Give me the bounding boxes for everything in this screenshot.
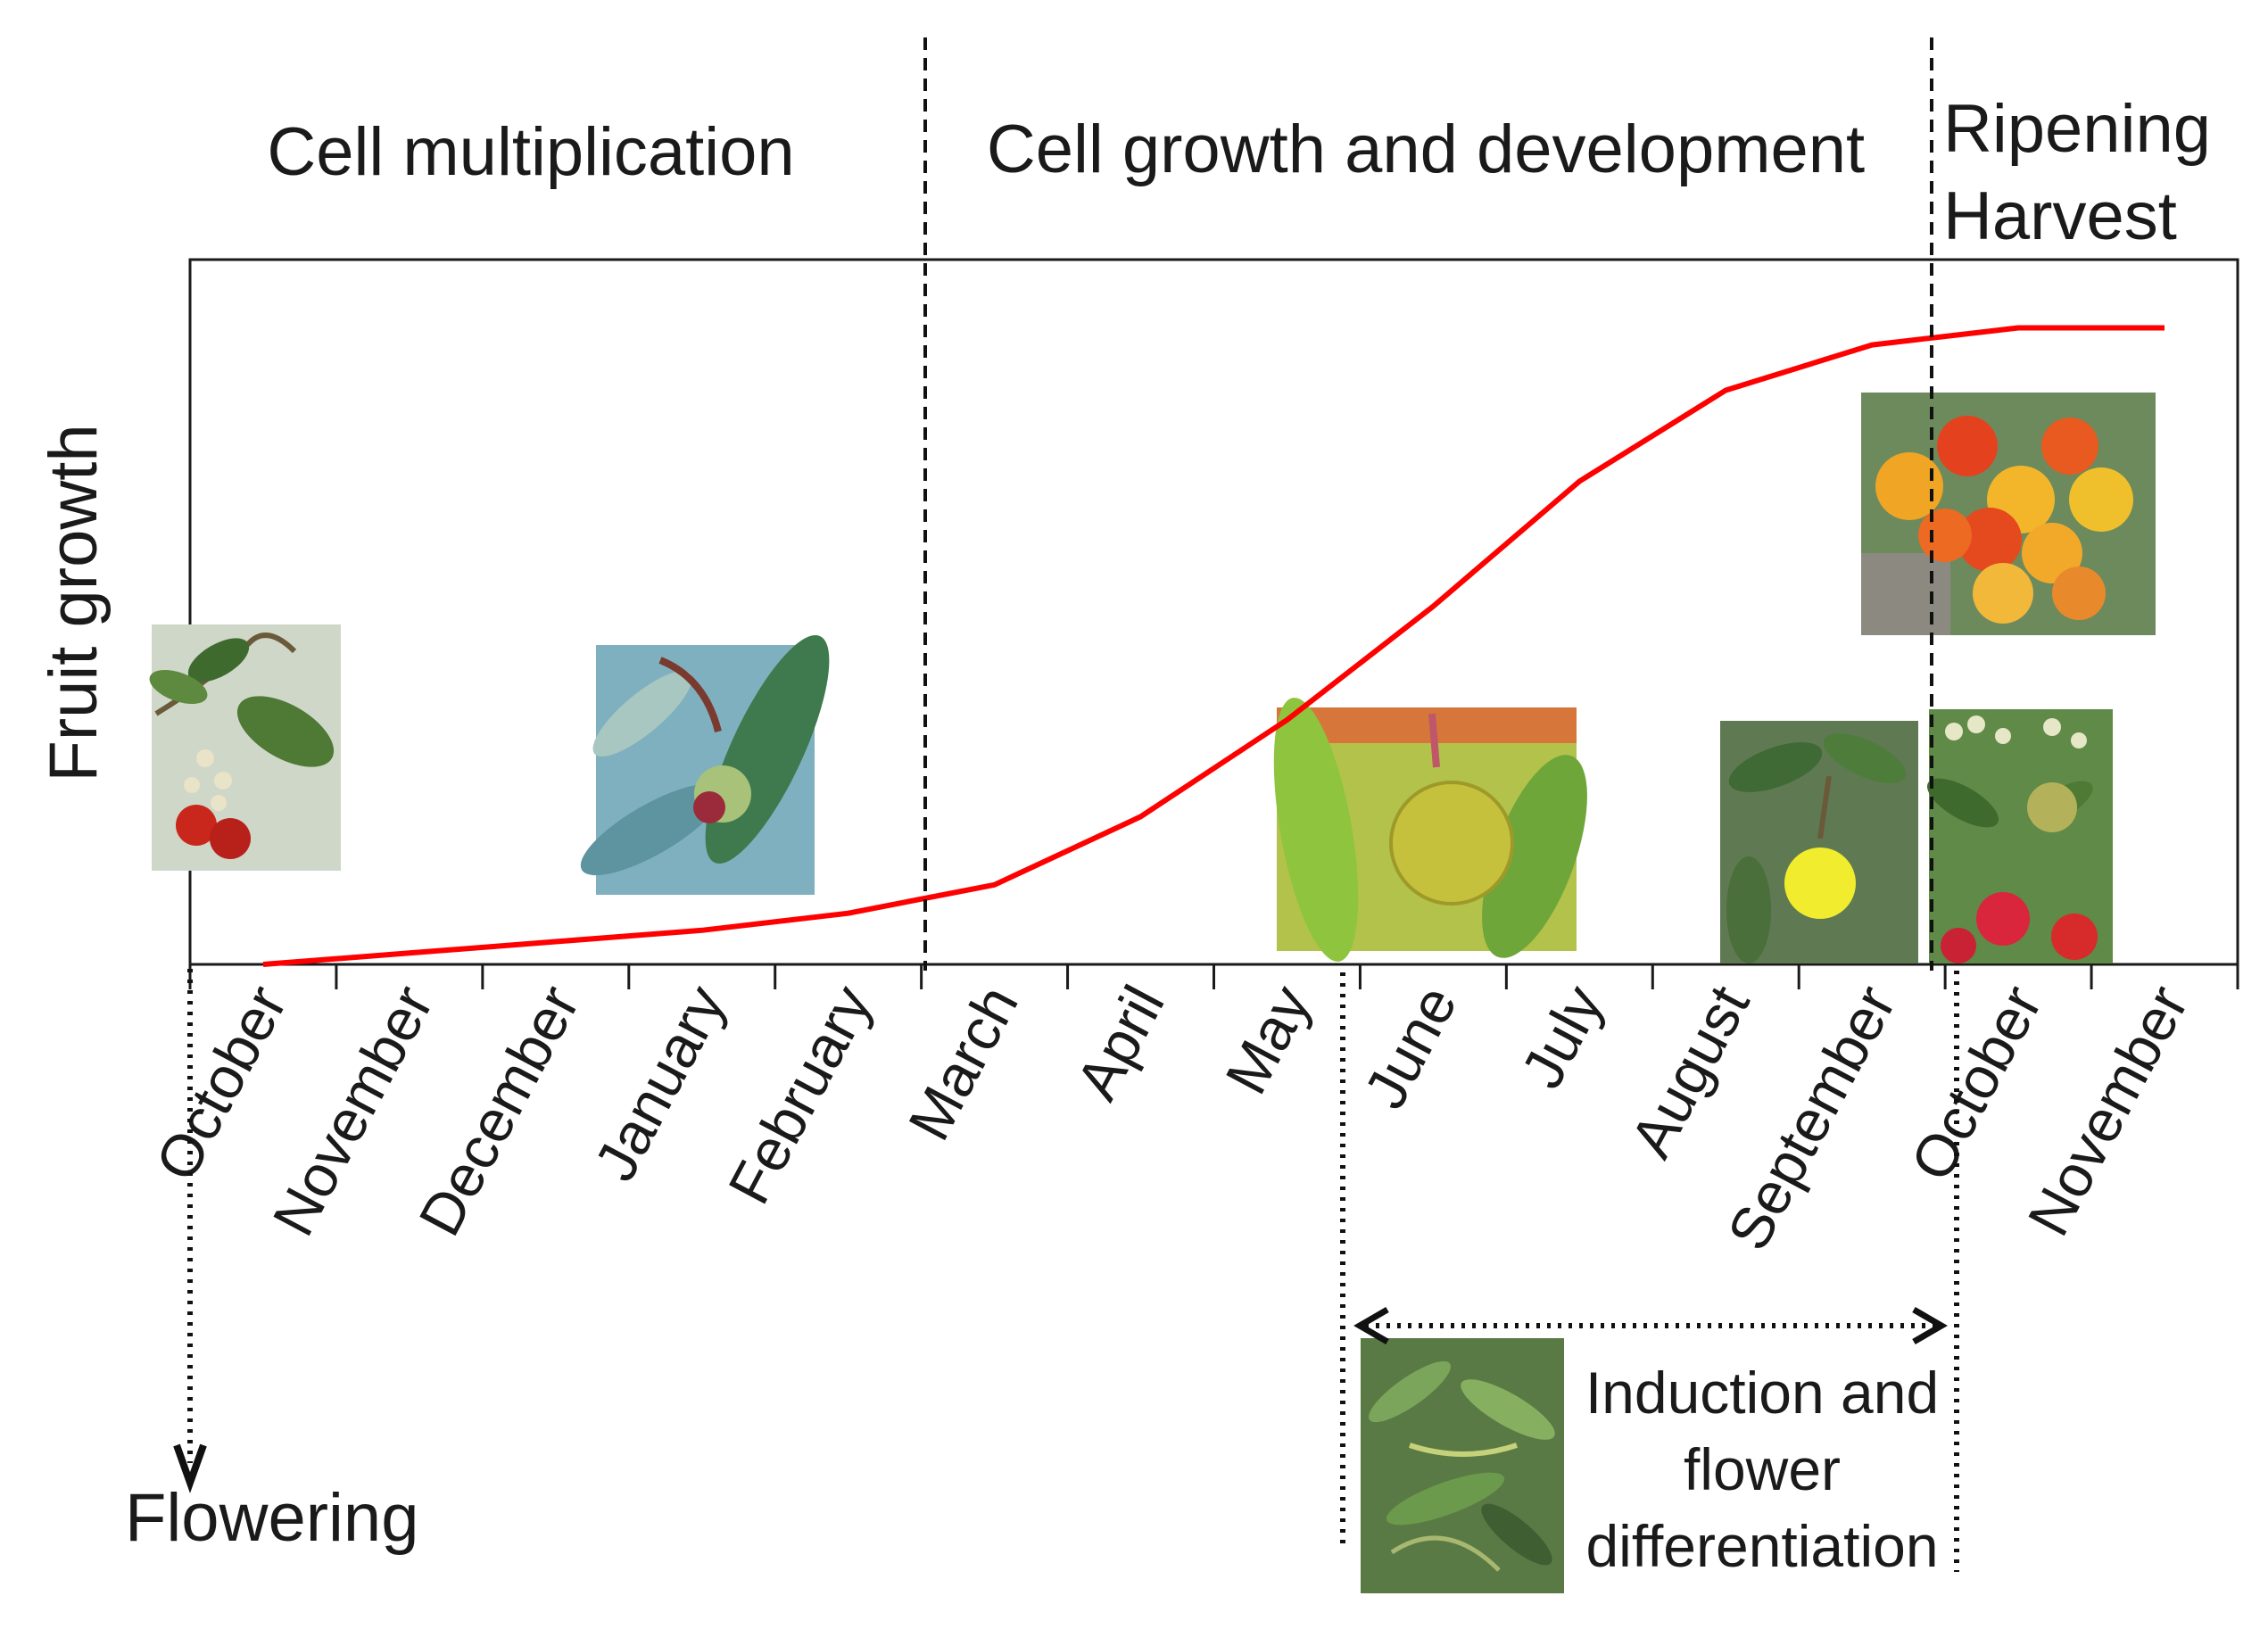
phase-label-cell-growth: Cell growth and development [987,112,1865,187]
x-tick-label-january: January [582,975,739,1191]
ripening-fruit-cluster-photo [1861,393,2156,635]
induction-label-line3: differentiation [1585,1513,1938,1579]
flowering-label: Flowering [125,1480,418,1556]
phase-label-harvest: Harvest [1943,178,2177,254]
x-tick-label-february: February [716,975,884,1214]
induction-arrowhead-right [1912,1306,1948,1345]
flowering-arrowhead [173,1443,207,1493]
growth-curve-series [262,325,2165,967]
induction-label-line1: Induction and [1585,1360,1939,1426]
flowers-and-ripe-fruit-photo [149,624,341,871]
green-fruit-photo [1273,698,1587,962]
x-tick-label-october: October [1898,975,2055,1191]
x-tick-label-april: April [1064,975,1177,1110]
x-tick-label-may: May [1213,975,1323,1104]
flower-buds-and-fruit-photo [1927,709,2113,963]
phase-label-cell-multiplication: Cell multiplication [267,114,794,190]
induction-label-line2: flower [1684,1436,1841,1502]
phase-label-ripening: Ripening [1943,91,2211,167]
y-axis-label: Fruit growth [36,424,112,781]
x-tick-label-july: July [1508,975,1615,1098]
x-tick-label-october: October [143,975,300,1191]
x-axis-ticks [188,964,2239,989]
yellow-fruit-photo [1720,721,1918,963]
floral-induction-shoots-photo [1361,1338,1564,1593]
induction-arrowhead-left [1353,1306,1389,1345]
x-tick-label-june: June [1351,975,1469,1119]
x-tick-label-august: August [1618,975,1762,1168]
young-fruit-photo [580,634,830,895]
x-tick-label-march: March [896,975,1031,1151]
